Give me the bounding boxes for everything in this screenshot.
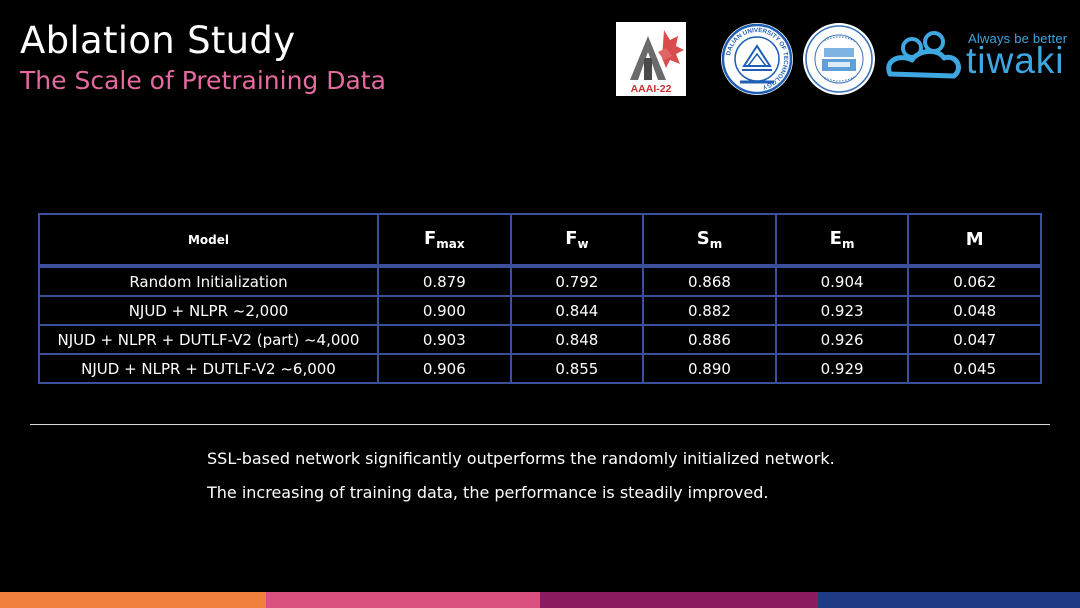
cell-sm: 0.868 — [642, 264, 777, 297]
table-row: NJUD + NLPR + DUTLF-V2 (part) ~4,000 0.9… — [38, 324, 1042, 355]
header-fmax-sub: max — [436, 237, 465, 251]
conclusion-notes: SSL-based network significantly outperfo… — [207, 442, 835, 510]
tiwaki-wordmark: tiwaki — [966, 40, 1065, 81]
cell-fmax: 0.879 — [377, 264, 512, 297]
cell-fw: 0.848 — [509, 324, 645, 355]
note-line: SSL-based network significantly outperfo… — [207, 449, 835, 468]
cell-em: 0.929 — [774, 353, 910, 384]
divider-line — [30, 424, 1050, 425]
header-fw-sub: w — [577, 237, 589, 251]
cell-fw: 0.855 — [509, 353, 645, 384]
aaai-logo: AAAI-22 — [614, 22, 688, 96]
cell-model: Random Initialization — [38, 264, 379, 297]
cell-fw: 0.844 — [509, 295, 645, 326]
university-seal-logo: DALIAN UNIVERSITY OF TECHNOLOGY — [720, 22, 794, 96]
tiwaki-slogan: Always be better — [968, 31, 1068, 46]
cell-m: 0.047 — [907, 324, 1042, 355]
cell-fmax: 0.903 — [377, 324, 512, 355]
note-line: The increasing of training data, the per… — [207, 483, 769, 502]
cell-fmax: 0.900 — [377, 295, 512, 326]
header-m: M — [907, 213, 1042, 267]
header-em-main: E — [829, 228, 842, 249]
cell-sm: 0.882 — [642, 295, 777, 326]
tiwaki-logo: Always be better tiwaki — [882, 28, 1078, 88]
cell-m: 0.062 — [907, 264, 1042, 297]
header-sm-main: S — [696, 228, 710, 249]
cell-m: 0.045 — [907, 353, 1042, 384]
table-row: Random Initialization 0.879 0.792 0.868 … — [38, 264, 1042, 297]
table-row: NJUD + NLPR ~2,000 0.900 0.844 0.882 0.9… — [38, 295, 1042, 326]
aaai-logo-text: AAAI-22 — [631, 83, 672, 95]
header-model-label: Model — [187, 232, 230, 247]
bar-segment-pink — [266, 592, 540, 608]
header-fw-main: F — [565, 228, 578, 249]
slide-subtitle: The Scale of Pretraining Data — [20, 66, 386, 95]
header-sm: Sm — [642, 213, 777, 267]
header-m-label: M — [965, 229, 984, 250]
ablation-results-table: Model Fmax Fw Sm Em M — [38, 213, 1042, 384]
header-fw: Fw — [509, 213, 645, 267]
cell-sm: 0.886 — [642, 324, 777, 355]
cell-sm: 0.890 — [642, 353, 777, 384]
cell-model: NJUD + NLPR + DUTLF-V2 (part) ~4,000 — [38, 324, 379, 355]
cell-model: NJUD + NLPR ~2,000 — [38, 295, 379, 326]
header-fmax: Fmax — [377, 213, 512, 267]
header-em-sub: m — [841, 237, 855, 251]
header-fmax-main: F — [423, 228, 437, 249]
bar-segment-navy — [818, 592, 1080, 608]
header-model: Model — [38, 213, 379, 267]
cell-em: 0.923 — [774, 295, 910, 326]
slide-title: Ablation Study — [20, 19, 296, 62]
cell-fw: 0.792 — [509, 264, 645, 297]
bar-segment-orange — [0, 592, 266, 608]
header-sm-sub: m — [709, 237, 723, 251]
cell-em: 0.904 — [774, 264, 910, 297]
bar-segment-purple — [540, 592, 818, 608]
table-row: NJUD + NLPR + DUTLF-V2 ~6,000 0.906 0.85… — [38, 353, 1042, 384]
cell-model: NJUD + NLPR + DUTLF-V2 ~6,000 — [38, 353, 379, 384]
bottom-color-bar — [0, 592, 1080, 608]
lab-seal-logo — [802, 22, 876, 96]
cell-fmax: 0.906 — [377, 353, 512, 384]
header-em: Em — [774, 213, 910, 267]
cell-em: 0.926 — [774, 324, 910, 355]
table-header-row: Model Fmax Fw Sm Em M — [38, 213, 1042, 267]
cell-m: 0.048 — [907, 295, 1042, 326]
